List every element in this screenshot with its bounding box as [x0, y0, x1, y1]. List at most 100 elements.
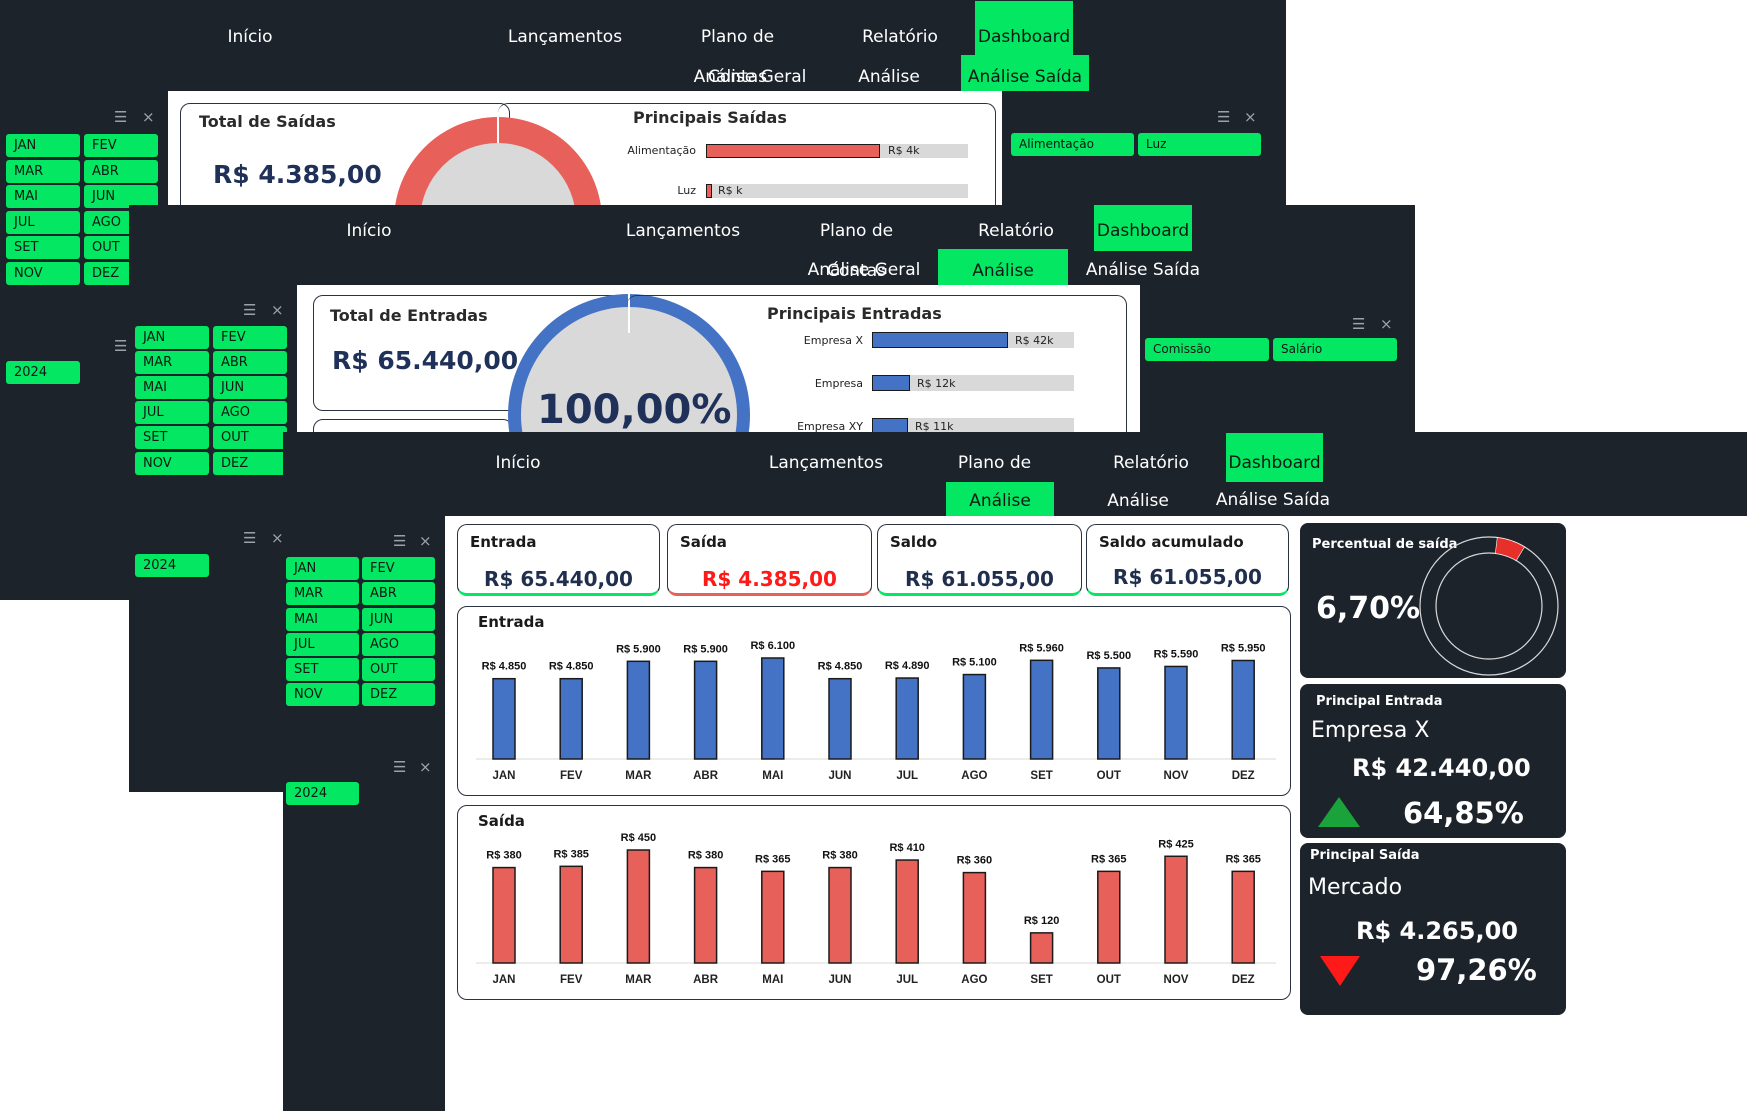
- month-abr[interactable]: ABR: [362, 582, 435, 605]
- bar-value: R$ k: [718, 184, 743, 197]
- year-2024[interactable]: 2024: [286, 782, 359, 805]
- month-jan[interactable]: JAN: [6, 134, 80, 157]
- month-abr[interactable]: ABR: [84, 160, 158, 183]
- nav-inicio[interactable]: Início: [346, 221, 392, 241]
- tab-analise-saida[interactable]: Análise Saída: [961, 55, 1089, 91]
- nav-lancamentos[interactable]: Lançamentos: [507, 27, 623, 47]
- year-2024[interactable]: 2024: [6, 361, 80, 384]
- filter-comissao[interactable]: Comissão: [1145, 338, 1269, 361]
- month-dez[interactable]: DEZ: [362, 683, 435, 706]
- nav-relatorio[interactable]: Relatório: [978, 221, 1054, 241]
- multi-select-icon[interactable]: ☰: [243, 529, 257, 547]
- multi-select-icon[interactable]: ☰: [243, 301, 257, 319]
- month-mar[interactable]: MAR: [6, 160, 80, 183]
- tab-analise-geral[interactable]: Análise Geral: [946, 482, 1054, 549]
- clear-filter-icon[interactable]: ⨯: [1244, 108, 1257, 126]
- data-label: R$ 450: [621, 832, 656, 844]
- multi-select-icon[interactable]: ☰: [393, 758, 407, 776]
- month-jan[interactable]: JAN: [286, 557, 359, 580]
- month-jun[interactable]: JUN: [84, 185, 158, 208]
- tick-label: ABR: [693, 770, 719, 782]
- bar-nov: [1164, 855, 1188, 964]
- month-ago[interactable]: AGO: [213, 401, 287, 424]
- nav-inicio[interactable]: Início: [227, 27, 273, 47]
- bar-jun: [828, 677, 852, 760]
- multi-select-icon[interactable]: ☰: [114, 337, 128, 355]
- nav-plano-de-contas[interactable]: Plano de Contas: [957, 453, 1032, 513]
- nav-plano-de-contas[interactable]: Plano de Contas: [819, 221, 894, 281]
- clear-filter-icon[interactable]: ⨯: [419, 758, 432, 776]
- bar-value: R$ 12k: [917, 377, 956, 390]
- bar-ago: [962, 673, 987, 760]
- kpi-saldo-acumulado-card: Saldo acumulado R$ 61.055,00: [1086, 524, 1289, 596]
- month-nov[interactable]: NOV: [6, 262, 80, 285]
- clear-filter-icon[interactable]: ⨯: [1380, 315, 1393, 333]
- month-jun[interactable]: JUN: [362, 608, 435, 631]
- month-set[interactable]: SET: [286, 658, 359, 681]
- month-set[interactable]: SET: [6, 236, 80, 259]
- data-label: R$ 365: [1091, 853, 1126, 865]
- month-out[interactable]: OUT: [362, 658, 435, 681]
- tab-analise-entrada[interactable]: Análise Entrada: [938, 249, 1068, 325]
- bar-set: [1029, 659, 1054, 760]
- data-label: R$ 5.100: [952, 657, 997, 669]
- principal-entrada-pct: 64,85%: [1403, 796, 1524, 830]
- clear-filter-icon[interactable]: ⨯: [271, 301, 284, 319]
- tab-analise-saida[interactable]: Análise Saída: [1215, 490, 1331, 510]
- nav-lancamentos[interactable]: Lançamentos: [625, 221, 741, 241]
- data-label: R$ 5.900: [683, 643, 728, 655]
- month-abr[interactable]: ABR: [213, 351, 287, 374]
- month-mar[interactable]: MAR: [286, 582, 359, 605]
- month-dez[interactable]: DEZ: [213, 452, 287, 475]
- month-nov[interactable]: NOV: [286, 683, 359, 706]
- principal-entrada-title: Principal Entrada: [1316, 694, 1443, 709]
- month-fev[interactable]: FEV: [84, 134, 158, 157]
- nav-inicio[interactable]: Início: [495, 453, 541, 473]
- nav-dashboard[interactable]: Dashboard: [1226, 433, 1323, 482]
- nav-relatorio[interactable]: Relatório: [1113, 453, 1189, 473]
- tab-analise-entrada[interactable]: Análise Entrada: [1105, 491, 1172, 551]
- nav-dashboard[interactable]: Dashboard: [1094, 205, 1192, 251]
- filter-salario[interactable]: Salário: [1273, 338, 1397, 361]
- month-jan[interactable]: JAN: [135, 326, 209, 349]
- nav-plano-de-contas[interactable]: Plano de Contas: [700, 27, 775, 87]
- month-fev[interactable]: FEV: [213, 326, 287, 349]
- month-jun[interactable]: JUN: [213, 376, 287, 399]
- month-fev[interactable]: FEV: [362, 557, 435, 580]
- month-nov[interactable]: NOV: [135, 452, 209, 475]
- tab-analise-geral[interactable]: Análise Geral: [807, 260, 921, 280]
- month-mai[interactable]: MAI: [135, 376, 209, 399]
- multi-select-icon[interactable]: ☰: [393, 532, 407, 550]
- multi-select-icon[interactable]: ☰: [1352, 315, 1366, 333]
- bar-jul: [895, 859, 919, 964]
- clear-filter-icon[interactable]: ⨯: [419, 532, 432, 550]
- month-mai[interactable]: MAI: [6, 185, 80, 208]
- data-label: R$ 6.100: [750, 640, 795, 652]
- month-mai[interactable]: MAI: [286, 608, 359, 631]
- month-set[interactable]: SET: [135, 426, 209, 449]
- total-entradas-label: Total de Entradas: [330, 306, 488, 325]
- month-ago[interactable]: AGO: [362, 633, 435, 656]
- bar-track: [872, 418, 1074, 434]
- multi-select-icon[interactable]: ☰: [114, 108, 128, 126]
- year-2024[interactable]: 2024: [135, 554, 209, 577]
- month-jul[interactable]: JUL: [6, 211, 80, 234]
- tick-label: JAN: [492, 974, 515, 986]
- tab-analise-geral[interactable]: Análise Geral: [693, 67, 807, 87]
- filter-alimentacao[interactable]: Alimentação: [1011, 133, 1134, 156]
- clear-filter-icon[interactable]: ⨯: [142, 108, 155, 126]
- tab-analise-saida[interactable]: Análise Saída: [1085, 260, 1201, 280]
- filter-luz[interactable]: Luz: [1138, 133, 1261, 156]
- principais-entradas-card: Principais Entradas Empresa X R$ 42k Emp…: [627, 295, 1127, 455]
- month-mar[interactable]: MAR: [135, 351, 209, 374]
- bar-jan: [492, 866, 516, 964]
- month-jul[interactable]: JUL: [135, 401, 209, 424]
- month-jul[interactable]: JUL: [286, 633, 359, 656]
- clear-filter-icon[interactable]: ⨯: [271, 529, 284, 547]
- nav-lancamentos[interactable]: Lançamentos: [768, 453, 884, 473]
- multi-select-icon[interactable]: ☰: [1217, 108, 1231, 126]
- nav-dashboard[interactable]: Dashboard: [975, 1, 1073, 57]
- month-out[interactable]: OUT: [213, 426, 287, 449]
- arrow-up-icon: [1318, 797, 1360, 827]
- nav-relatorio[interactable]: Relatório: [862, 27, 938, 47]
